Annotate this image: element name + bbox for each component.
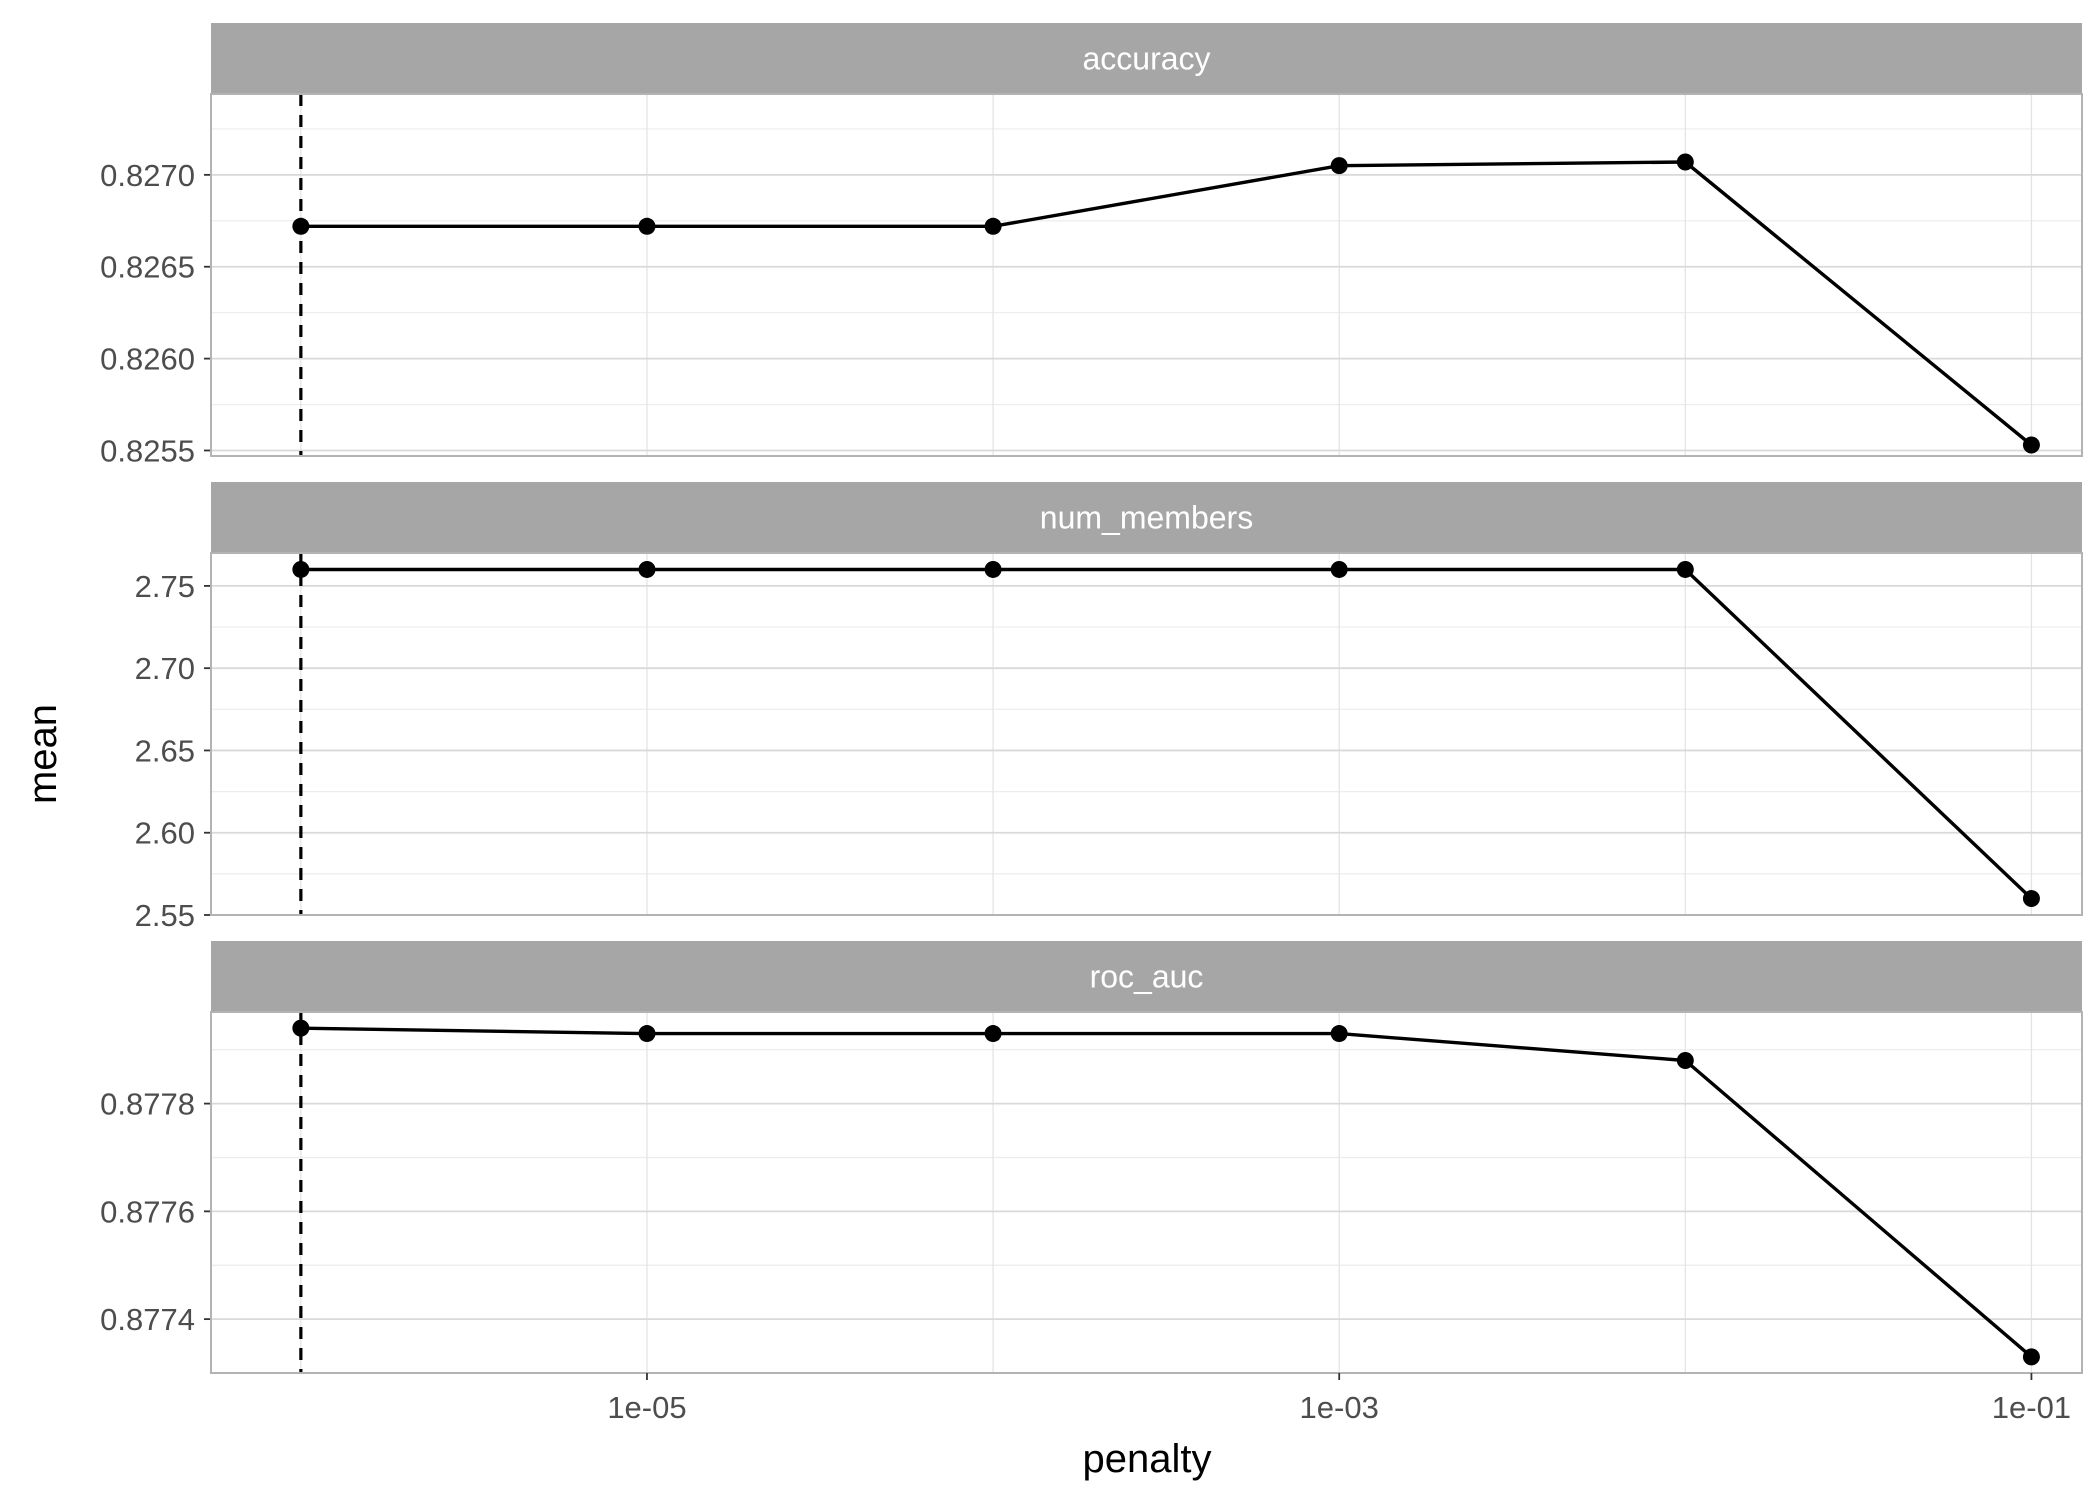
data-point-accuracy — [638, 217, 656, 235]
data-point-num_members — [1676, 560, 1694, 578]
data-point-accuracy — [1330, 157, 1348, 175]
facet-panel-num_members: num_members 2.55 2.60 2.65 2.70 2.75 — [135, 482, 2083, 933]
data-point-num_members — [638, 560, 656, 578]
panel-border — [210, 1011, 2083, 1374]
panel-border — [210, 552, 2083, 916]
facet-panel-roc_auc: roc_auc 0.8774 0.8776 0.8778 — [100, 941, 2083, 1374]
data-point-accuracy — [2022, 436, 2040, 454]
y-tick-label: 2.55 — [135, 898, 195, 933]
y-tick-label: 0.8774 — [100, 1302, 195, 1337]
y-tick-label: 0.8265 — [100, 250, 195, 285]
facet-strip — [211, 941, 2082, 1012]
facet-strip-label: num_members — [1040, 500, 1253, 536]
y-axis-title: mean — [21, 704, 65, 804]
facet-strip — [211, 23, 2082, 94]
data-point-num_members — [1330, 560, 1348, 578]
x-tick-label: 1e-01 — [1992, 1390, 2071, 1425]
panel-border — [210, 93, 2083, 457]
y-tick-label: 0.8260 — [100, 342, 195, 377]
facet-strip-label: roc_auc — [1090, 959, 1204, 995]
y-tick-label: 0.8778 — [100, 1087, 195, 1122]
y-tick-label: 2.75 — [135, 569, 195, 604]
x-axis-title: penalty — [1083, 1437, 1212, 1481]
series-line-roc_auc — [300, 1026, 2033, 1359]
facet-panels: accuracy 0.8255 0.8260 0.8265 0.8270 num_memb… — [100, 23, 2083, 1374]
data-point-accuracy — [1676, 153, 1694, 171]
data-point-accuracy — [292, 217, 310, 235]
data-point-roc_auc — [638, 1025, 656, 1043]
data-point-roc_auc — [1330, 1025, 1348, 1043]
data-point-accuracy — [984, 217, 1002, 235]
facet-panel-accuracy: accuracy 0.8255 0.8260 0.8265 0.8270 — [100, 23, 2083, 468]
data-point-num_members — [984, 560, 1002, 578]
y-tick-label: 2.65 — [135, 733, 195, 768]
y-tick-label: 2.70 — [135, 651, 195, 686]
y-tick-label: 0.8776 — [100, 1194, 195, 1229]
data-point-num_members — [2022, 890, 2040, 908]
data-point-num_members — [292, 560, 310, 578]
y-tick-label: 2.60 — [135, 816, 195, 851]
series-line-num_members — [300, 567, 2033, 900]
y-tick-label: 0.8255 — [100, 433, 195, 468]
y-tick-label: 0.8270 — [100, 158, 195, 193]
x-axis: 1e-05 1e-03 1e-01 — [607, 1373, 2071, 1425]
x-tick-label: 1e-05 — [607, 1390, 686, 1425]
facet-strip-label: accuracy — [1082, 41, 1210, 77]
data-point-roc_auc — [1676, 1051, 1694, 1069]
series-line-accuracy — [300, 160, 2033, 447]
facet-strip — [211, 482, 2082, 553]
data-point-roc_auc — [2022, 1348, 2040, 1366]
x-tick-label: 1e-03 — [1300, 1390, 1379, 1425]
data-point-roc_auc — [292, 1019, 310, 1037]
data-point-roc_auc — [984, 1025, 1002, 1043]
